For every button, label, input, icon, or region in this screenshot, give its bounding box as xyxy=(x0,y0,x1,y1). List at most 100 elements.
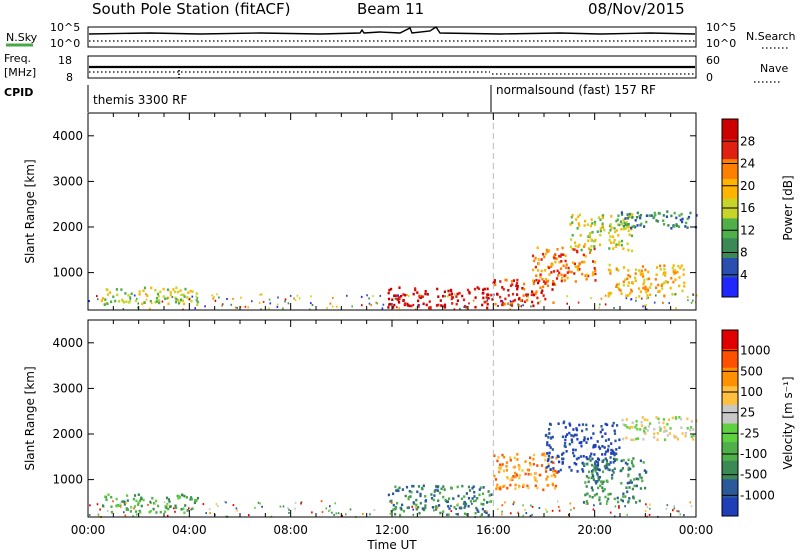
data-cell xyxy=(622,492,625,496)
data-cell xyxy=(650,214,653,217)
data-cell xyxy=(590,476,593,480)
data-cell xyxy=(559,468,562,472)
data-cell xyxy=(439,299,442,302)
data-cell xyxy=(545,248,548,252)
data-cell xyxy=(565,263,568,266)
data-cell xyxy=(398,307,400,310)
data-cell xyxy=(633,478,636,481)
data-cell xyxy=(574,448,577,452)
data-cell xyxy=(137,306,139,309)
data-cell xyxy=(572,428,575,431)
data-cell xyxy=(588,495,591,498)
data-cell xyxy=(196,303,199,307)
data-cell xyxy=(506,486,509,490)
colorbar-segment xyxy=(722,178,738,199)
data-cell xyxy=(628,481,631,484)
colorbar-segment xyxy=(722,277,738,298)
data-cell xyxy=(579,441,582,445)
data-cell xyxy=(576,227,579,230)
data-cell xyxy=(631,463,634,467)
data-cell xyxy=(174,300,178,304)
data-cell xyxy=(554,484,557,488)
data-cell xyxy=(448,507,451,510)
data-cell xyxy=(581,272,584,276)
data-cell xyxy=(639,216,642,220)
data-cell xyxy=(570,469,573,472)
data-cell xyxy=(505,461,509,464)
data-cell xyxy=(548,444,551,447)
data-cell xyxy=(483,300,486,304)
data-cell xyxy=(387,291,390,295)
date-label: 08/Nov/2015 xyxy=(588,0,685,18)
data-cell xyxy=(666,210,669,213)
data-cell xyxy=(601,428,604,431)
data-cell xyxy=(661,287,664,290)
data-cell xyxy=(404,494,407,498)
data-cell xyxy=(516,278,519,282)
data-cell xyxy=(502,469,505,473)
data-cell xyxy=(601,470,605,473)
data-cell xyxy=(294,507,296,510)
data-cell xyxy=(644,510,647,513)
data-cell xyxy=(535,278,538,282)
data-cell xyxy=(653,215,656,218)
data-cell xyxy=(463,512,467,516)
data-cell xyxy=(594,279,597,282)
data-cell xyxy=(288,508,290,511)
data-cell xyxy=(109,291,112,294)
data-cell xyxy=(177,497,180,500)
data-cell xyxy=(673,269,676,272)
data-cell xyxy=(456,503,459,507)
data-cell xyxy=(412,292,415,296)
data-cell xyxy=(142,498,145,502)
data-cell xyxy=(642,275,645,278)
data-cell xyxy=(451,296,454,299)
data-cell xyxy=(563,444,566,448)
data-cell xyxy=(612,241,615,244)
data-cell xyxy=(551,483,555,487)
data-cell xyxy=(398,301,401,304)
data-cell xyxy=(479,486,482,489)
data-cell xyxy=(289,294,292,297)
freq-panel xyxy=(87,55,697,79)
data-cell xyxy=(276,305,279,308)
colorbar-tick-label: 4 xyxy=(740,268,748,282)
data-cell xyxy=(225,501,227,504)
data-cell xyxy=(531,290,534,293)
data-cell xyxy=(539,300,542,303)
data-cell xyxy=(686,417,689,421)
data-cell xyxy=(604,432,607,435)
data-cell xyxy=(501,286,504,289)
data-cell xyxy=(609,492,612,496)
data-cell xyxy=(630,460,634,463)
data-cell xyxy=(561,453,564,456)
data-cell xyxy=(573,433,576,437)
data-cell xyxy=(657,283,660,287)
data-cell xyxy=(585,456,588,459)
data-cell xyxy=(401,503,404,507)
data-cell xyxy=(145,298,148,301)
data-cell xyxy=(578,262,581,266)
data-cell xyxy=(373,509,376,511)
data-cell xyxy=(610,448,613,452)
data-cell xyxy=(482,288,485,292)
data-cell xyxy=(519,299,523,302)
data-cell xyxy=(388,288,391,292)
data-cell xyxy=(601,445,604,448)
data-cell xyxy=(625,221,628,224)
data-cell xyxy=(468,291,471,295)
data-cell xyxy=(497,508,499,511)
data-cell xyxy=(121,500,124,503)
data-cell xyxy=(627,458,630,462)
data-cell xyxy=(613,497,616,501)
data-cell xyxy=(544,269,547,272)
data-cell xyxy=(596,230,599,233)
data-cell xyxy=(605,459,608,462)
data-cell xyxy=(622,458,625,462)
data-cell xyxy=(369,513,371,516)
data-cell xyxy=(646,505,649,508)
data-cell xyxy=(628,497,631,500)
data-cell xyxy=(577,456,580,460)
colorbar-tick-label: 500 xyxy=(740,364,763,378)
data-cell xyxy=(533,259,536,263)
